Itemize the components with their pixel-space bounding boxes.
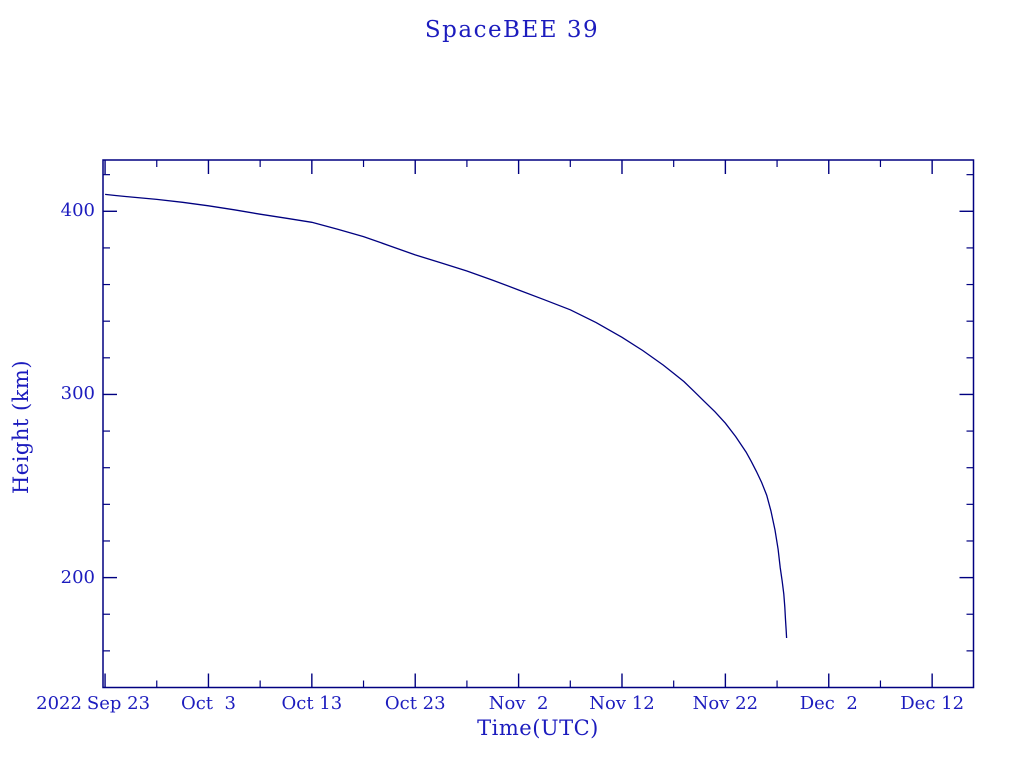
x-tick-label: Oct 23 (384, 693, 446, 714)
x-tick-label: Sep 23 (86, 693, 151, 714)
decay-curve (105, 193, 788, 639)
x-tick-label: Dec 2 (799, 693, 858, 714)
y-tick-label: 200 (60, 566, 95, 588)
x-axis-title: Time(UTC) (477, 716, 599, 740)
chart-title: SpaceBEE 39 (424, 17, 600, 43)
x-axis-year-label: 2022 (36, 693, 82, 714)
x-tick-label: Oct 3 (180, 693, 236, 714)
x-tick-label: Dec 12 (900, 693, 965, 714)
x-tick-label: Oct 13 (281, 693, 343, 714)
y-tick-label: 400 (60, 200, 95, 222)
x-tick-label: Nov 2 (488, 693, 549, 714)
x-tick-label: Nov 22 (692, 693, 759, 714)
y-tick-label: 300 (60, 383, 95, 405)
axes-frame (102, 159, 975, 689)
x-tick-label: Nov 12 (589, 693, 655, 714)
